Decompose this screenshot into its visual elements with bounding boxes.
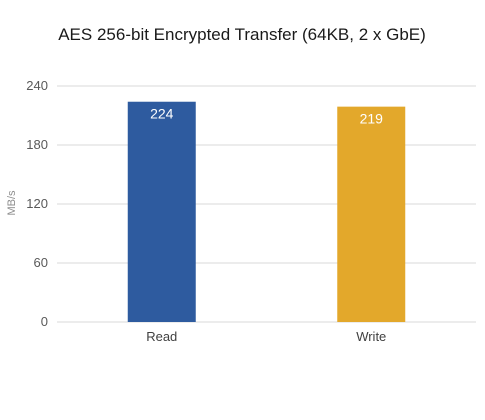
bars <box>127 101 406 323</box>
category-label-write: Write <box>356 329 386 344</box>
data-label-write: 219 <box>360 111 384 127</box>
y-axis-ticks: 0 60 120 180 240 <box>26 78 48 329</box>
category-label-read: Read <box>146 329 177 344</box>
y-tick-label: 0 <box>41 314 48 329</box>
gridlines <box>57 85 476 323</box>
data-labels: 224 219 <box>150 106 383 127</box>
y-tick-label: 240 <box>26 78 48 93</box>
y-axis-label: MB/s <box>6 190 18 216</box>
y-tick-label: 180 <box>26 137 48 152</box>
y-tick-label: 60 <box>34 255 48 270</box>
bar-write <box>337 106 406 323</box>
bar-read <box>127 101 196 322</box>
x-axis-categories: Read Write <box>146 329 386 344</box>
data-label-read: 224 <box>150 106 174 122</box>
y-tick-label: 120 <box>26 196 48 211</box>
chart-title: AES 256-bit Encrypted Transfer (64KB, 2 … <box>58 25 426 44</box>
